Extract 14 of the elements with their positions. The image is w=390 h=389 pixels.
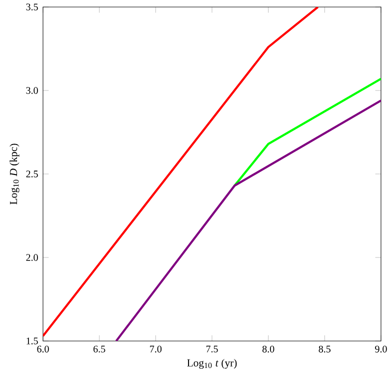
x-axis-title: Log$_{10}$ t (yr) — [187, 358, 237, 369]
x-tick-label: 7.5 — [206, 346, 218, 352]
y-tick-label: 3.0 — [26, 87, 38, 94]
x-tick-label: 6.5 — [94, 346, 106, 352]
y-tick-label: 2.0 — [26, 254, 38, 261]
x-tick-label: 9.0 — [375, 346, 387, 352]
x-tick-label: 8.5 — [318, 346, 331, 352]
y-tick-label: 1.5 — [26, 338, 38, 344]
x-tick-label: 7.0 — [150, 346, 162, 352]
y-axis-title: Log$_{10}$ D (kpc) — [10, 144, 20, 204]
y-tick-label: 3.5 — [26, 4, 38, 10]
x-tick-label: 6.0 — [37, 346, 49, 352]
x-tick-label: 8.0 — [262, 346, 274, 352]
y-tick-label: 2.5 — [26, 170, 38, 178]
